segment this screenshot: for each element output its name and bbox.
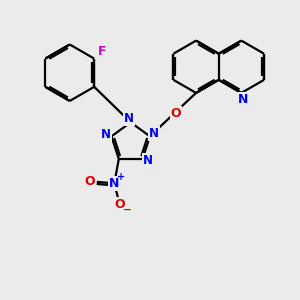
Text: O: O (171, 106, 181, 120)
Text: −: − (122, 205, 131, 215)
Text: N: N (101, 128, 111, 141)
Text: O: O (114, 198, 125, 211)
Text: N: N (109, 177, 119, 190)
Text: N: N (238, 93, 248, 106)
Text: +: + (117, 172, 125, 182)
Text: O: O (84, 175, 95, 188)
Text: F: F (98, 45, 107, 58)
Text: N: N (143, 154, 153, 167)
Text: N: N (124, 112, 134, 125)
Text: N: N (149, 127, 159, 140)
